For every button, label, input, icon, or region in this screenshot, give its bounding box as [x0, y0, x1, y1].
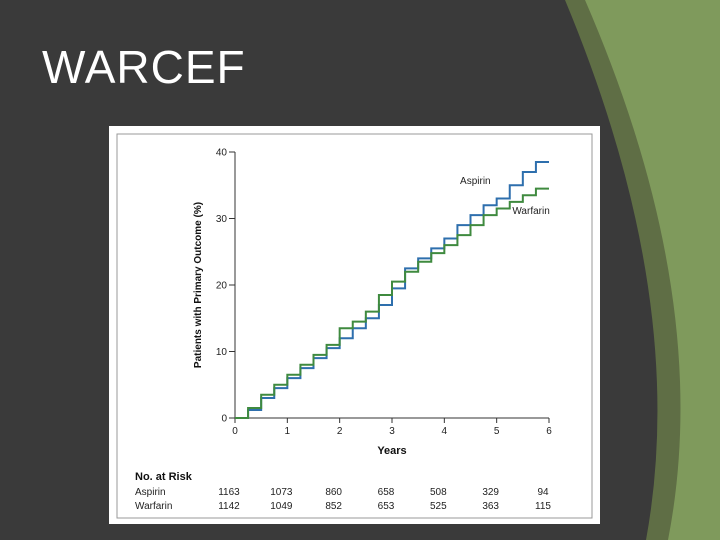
risk-value: 115	[535, 501, 551, 512]
risk-value: 329	[482, 487, 499, 498]
x-tick-label: 6	[546, 426, 552, 437]
x-tick-label: 3	[389, 426, 395, 437]
x-tick-label: 4	[442, 426, 448, 437]
y-tick-label: 10	[216, 347, 228, 358]
series-label-aspirin: Aspirin	[460, 176, 491, 187]
risk-value: 508	[430, 487, 447, 498]
x-axis-label: Years	[377, 445, 406, 457]
y-axis-label: Patients with Primary Outcome (%)	[193, 202, 204, 368]
risk-value: 1049	[270, 501, 293, 512]
series-layer	[235, 160, 549, 419]
risk-value: 852	[325, 501, 342, 512]
y-tick-label: 20	[216, 281, 228, 292]
risk-row-label-aspirin: Aspirin	[135, 487, 166, 498]
series-label-warfarin: Warfarin	[512, 206, 549, 217]
slide-accent-light	[585, 0, 720, 540]
risk-value: 1163	[218, 487, 240, 498]
x-tick-label: 2	[337, 426, 343, 437]
risk-value: 94	[537, 487, 549, 498]
x-ticks: 0 1 2 3 4 5 6	[232, 418, 552, 437]
km-chart: 0 10 20 30 40 0 1 2 3 4 5 6 Patients with Primary …	[116, 133, 593, 519]
y-tick-label: 40	[216, 148, 228, 159]
x-tick-label: 1	[285, 426, 291, 437]
y-tick-label: 30	[216, 214, 228, 225]
risk-value: 653	[378, 501, 395, 512]
figure-border	[116, 133, 593, 519]
risk-value: 525	[430, 501, 447, 512]
risk-table-title: No. at Risk	[135, 471, 193, 483]
risk-value: 363	[482, 501, 499, 512]
risk-value: 1073	[270, 487, 293, 498]
risk-value: 1142	[218, 501, 240, 512]
series-line-warfarin	[235, 187, 549, 419]
y-ticks: 0 10 20 30 40	[216, 148, 235, 425]
x-tick-label: 0	[232, 426, 238, 437]
risk-table-values: 1163 1073 860 658 508 329 94 1142 1049 852 653 525 3…	[218, 487, 551, 512]
risk-value: 860	[325, 487, 342, 498]
risk-value: 658	[378, 487, 395, 498]
x-tick-label: 5	[494, 426, 500, 437]
y-tick-label: 0	[221, 414, 227, 425]
slide-title: WARCEF	[42, 41, 246, 93]
figure-card: 0 10 20 30 40 0 1 2 3 4 5 6 Patients with Primary …	[109, 126, 600, 524]
risk-row-label-warfarin: Warfarin	[135, 501, 172, 512]
